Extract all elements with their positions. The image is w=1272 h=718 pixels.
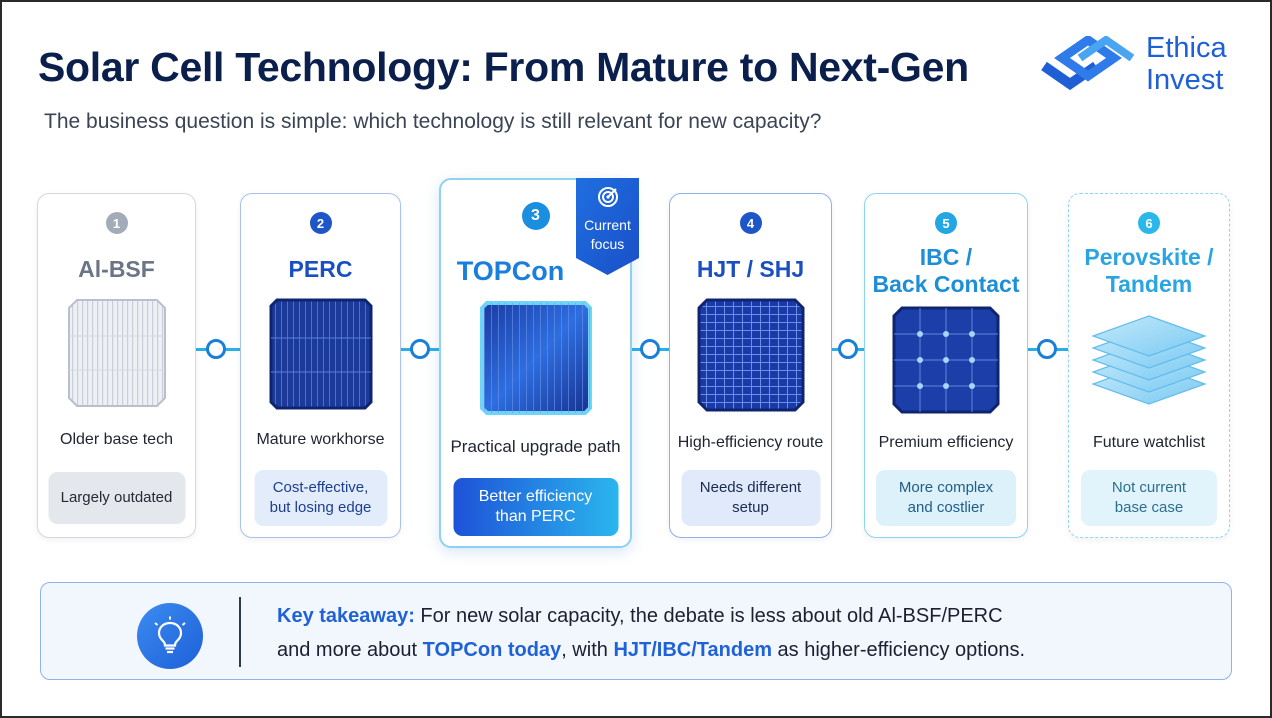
page-title: Solar Cell Technology: From Mature to Ne…: [38, 44, 969, 90]
al-bsf-cell-icon: [67, 298, 167, 413]
logo-mark-icon: [1041, 36, 1135, 91]
current-focus-line-2: focus: [590, 236, 625, 252]
card-title-perovskite-line-2: Tandem: [1105, 271, 1193, 297]
tech-card-hjt: 4 HJT / SHJ High-efficiency route Needs …: [669, 193, 832, 538]
connector-node-4: [838, 339, 858, 359]
takeaway-line-2-end: as higher-efficiency options.: [771, 639, 1026, 661]
card-title-ibc: IBC / Back Contact: [865, 244, 1027, 298]
card-title-perovskite-line-1: Perovskite /: [1084, 244, 1214, 270]
step-number-2: 2: [309, 212, 332, 234]
card-title-hjt: HJT / SHJ: [696, 256, 805, 282]
tandem-layers-icon: [1087, 304, 1211, 427]
takeaway-highlight-options: HJT/IBC/Tandem: [613, 639, 772, 661]
perc-cell-icon: [269, 298, 373, 415]
takeaway-divider: [239, 597, 241, 667]
logo-text: Ethica Invest: [1146, 32, 1227, 96]
page-subtitle: The business question is simple: which t…: [44, 110, 822, 133]
ethica-invest-logo: Ethica Invest: [1040, 30, 1240, 100]
tech-card-ibc: 5 IBC / Back Contact Premium efficiency …: [864, 193, 1028, 538]
current-focus-label: Current focus: [576, 216, 639, 254]
card-title-topcon: TOPCon: [456, 256, 565, 286]
card-tag-ibc-line-2: and costlier: [907, 499, 985, 516]
connector-node-3: [640, 339, 660, 359]
target-icon: [598, 187, 618, 207]
logo-line-1: Ethica: [1146, 32, 1227, 64]
takeaway-line-2-mid: , with: [561, 639, 614, 661]
card-desc-topcon: Practical upgrade path: [450, 437, 621, 456]
card-tag-perc-line-1: Cost-effective,: [272, 479, 369, 496]
ibc-cell-icon: [892, 306, 1000, 419]
card-tag-hjt-line-2: setup: [732, 499, 769, 516]
card-title-ibc-line-1: IBC /: [919, 244, 973, 270]
tech-card-al-bsf: 1 Al-BSF Older base tech Largely outdate…: [37, 193, 196, 538]
tech-card-perc: 2 PERC Mature workhorse Cost-effective, …: [240, 193, 401, 538]
takeaway-line-2-start: and more about: [277, 639, 423, 661]
takeaway-line-1-text: For new solar capacity, the debate is le…: [414, 605, 1003, 627]
card-tag-ibc: More complex and costlier: [876, 470, 1016, 526]
current-focus-line-1: Current: [584, 217, 631, 233]
card-tag-topcon: Better efficiency than PERC: [453, 478, 618, 536]
card-tag-perovskite-line-2: base case: [1114, 499, 1184, 516]
card-tag-topcon-line-1: Better efficiency: [478, 488, 593, 505]
current-focus-badge: Current focus: [576, 178, 639, 275]
card-title-ibc-line-2: Back Contact: [872, 271, 1020, 297]
step-number-3: 3: [521, 202, 550, 230]
step-number-1: 1: [105, 212, 128, 234]
card-desc-hjt: High-efficiency route: [677, 434, 824, 451]
lightbulb-icon: [137, 603, 203, 669]
connector-node-2: [410, 339, 430, 359]
card-tag-ibc-line-1: More complex: [898, 479, 994, 496]
card-tag-perc: Cost-effective, but losing edge: [254, 470, 387, 526]
logo-line-2: Invest: [1146, 64, 1224, 96]
tech-card-perovskite: 6 Perovskite / Tandem Future watchlist N…: [1068, 193, 1230, 538]
step-number-5: 5: [935, 212, 957, 234]
card-tag-perc-line-2: but losing edge: [269, 499, 372, 516]
tech-card-topcon: 3 TOPCon Practical upgrade path Better e…: [439, 178, 632, 548]
card-tag-al-bsf: Largely outdated: [48, 472, 185, 524]
card-desc-al-bsf: Older base tech: [60, 431, 173, 448]
topcon-cell-icon: [477, 298, 595, 423]
card-desc-perovskite: Future watchlist: [1092, 434, 1206, 451]
card-title-perc: PERC: [288, 256, 353, 282]
card-desc-perc: Mature workhorse: [256, 431, 385, 448]
card-tag-hjt: Needs different setup: [681, 470, 820, 526]
card-tag-hjt-line-1: Needs different: [699, 479, 802, 496]
takeaway-line-1: Key takeaway: For new solar capacity, th…: [277, 605, 1003, 628]
card-title-al-bsf: Al-BSF: [78, 256, 155, 282]
card-title-perovskite: Perovskite / Tandem: [1069, 244, 1229, 298]
hjt-cell-icon: [697, 298, 805, 417]
step-number-6: 6: [1138, 212, 1160, 234]
step-number-4: 4: [739, 212, 762, 234]
connector-node-1: [206, 339, 226, 359]
card-desc-ibc: Premium efficiency: [878, 434, 1014, 451]
takeaway-label: Key takeaway:: [277, 605, 415, 627]
connector-node-5: [1037, 339, 1057, 359]
takeaway-highlight-topcon: TOPCon today: [422, 639, 562, 661]
card-tag-topcon-line-2: than PERC: [495, 508, 576, 525]
card-tag-perovskite: Not current base case: [1081, 470, 1217, 526]
key-takeaway-box: Key takeaway: For new solar capacity, th…: [40, 582, 1232, 680]
takeaway-line-2: and more about TOPCon today, with HJT/IB…: [277, 639, 1025, 662]
card-tag-perovskite-line-1: Not current: [1111, 479, 1187, 496]
